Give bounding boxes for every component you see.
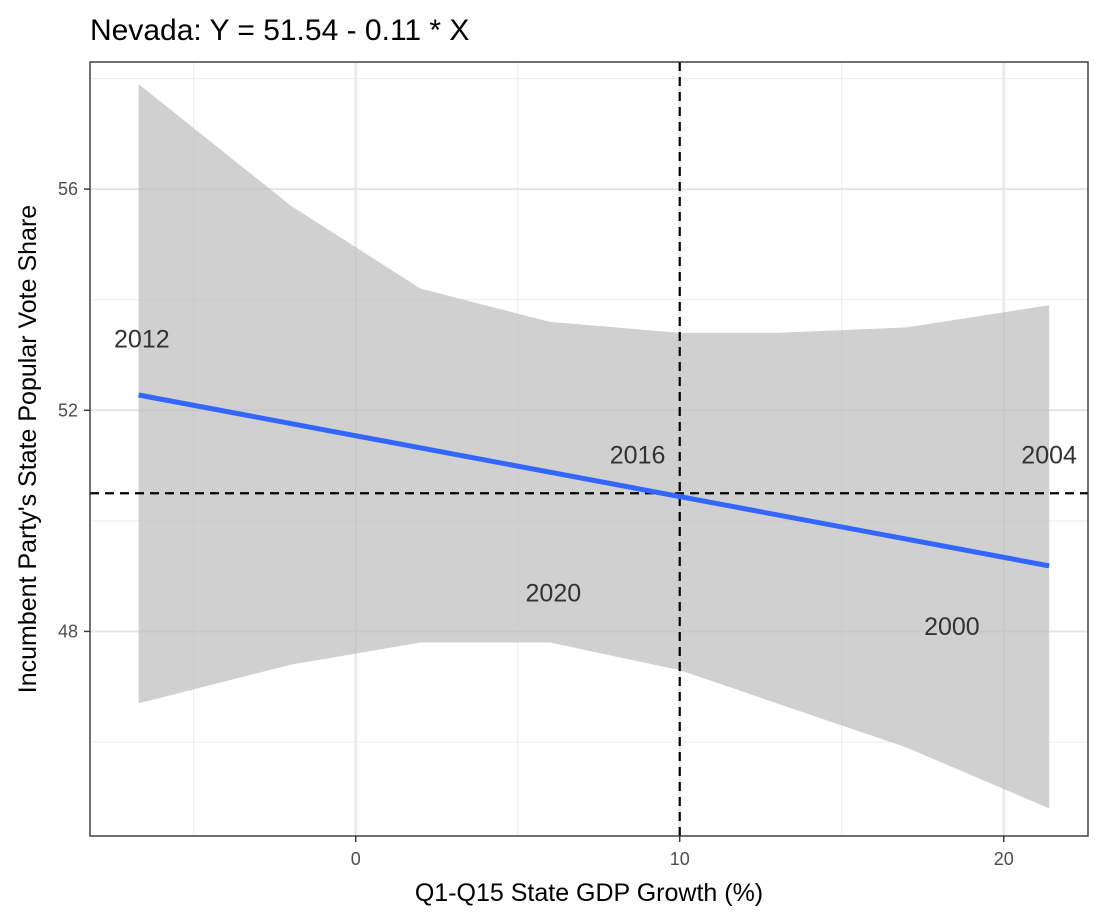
line-layer: [138, 392, 1050, 569]
fit-line: [138, 392, 1050, 569]
point-label-2016: 2016: [610, 442, 666, 470]
point-label-2000: 2000: [924, 613, 980, 641]
point-label-2012: 2012: [114, 325, 170, 353]
x-axis-title: Q1-Q15 State GDP Growth (%): [415, 879, 763, 907]
y-tick-label: 56: [58, 179, 78, 199]
x-tick-label: 10: [670, 849, 690, 869]
label-layer: 2012 2016 2004 2020 2000: [114, 325, 1077, 640]
x-tick-label: 0: [351, 849, 361, 869]
band-layer: [138, 84, 1050, 809]
plot-border: [89, 61, 1089, 837]
point-label-2004: 2004: [1021, 442, 1077, 470]
x-tick-label: 20: [994, 849, 1014, 869]
y-axis-title: Incumbent Party's State Popular Vote Sha…: [14, 205, 42, 693]
tick-layer: 0 10 20 48 52 56: [58, 179, 1014, 869]
chart-title: Nevada: Y = 51.54 - 0.11 * X: [90, 14, 469, 47]
y-tick-label: 48: [58, 621, 78, 641]
confidence-band: [138, 84, 1050, 809]
ref-layer: [90, 62, 1088, 836]
point-label-2020: 2020: [526, 580, 582, 608]
y-tick-label: 52: [58, 400, 78, 420]
